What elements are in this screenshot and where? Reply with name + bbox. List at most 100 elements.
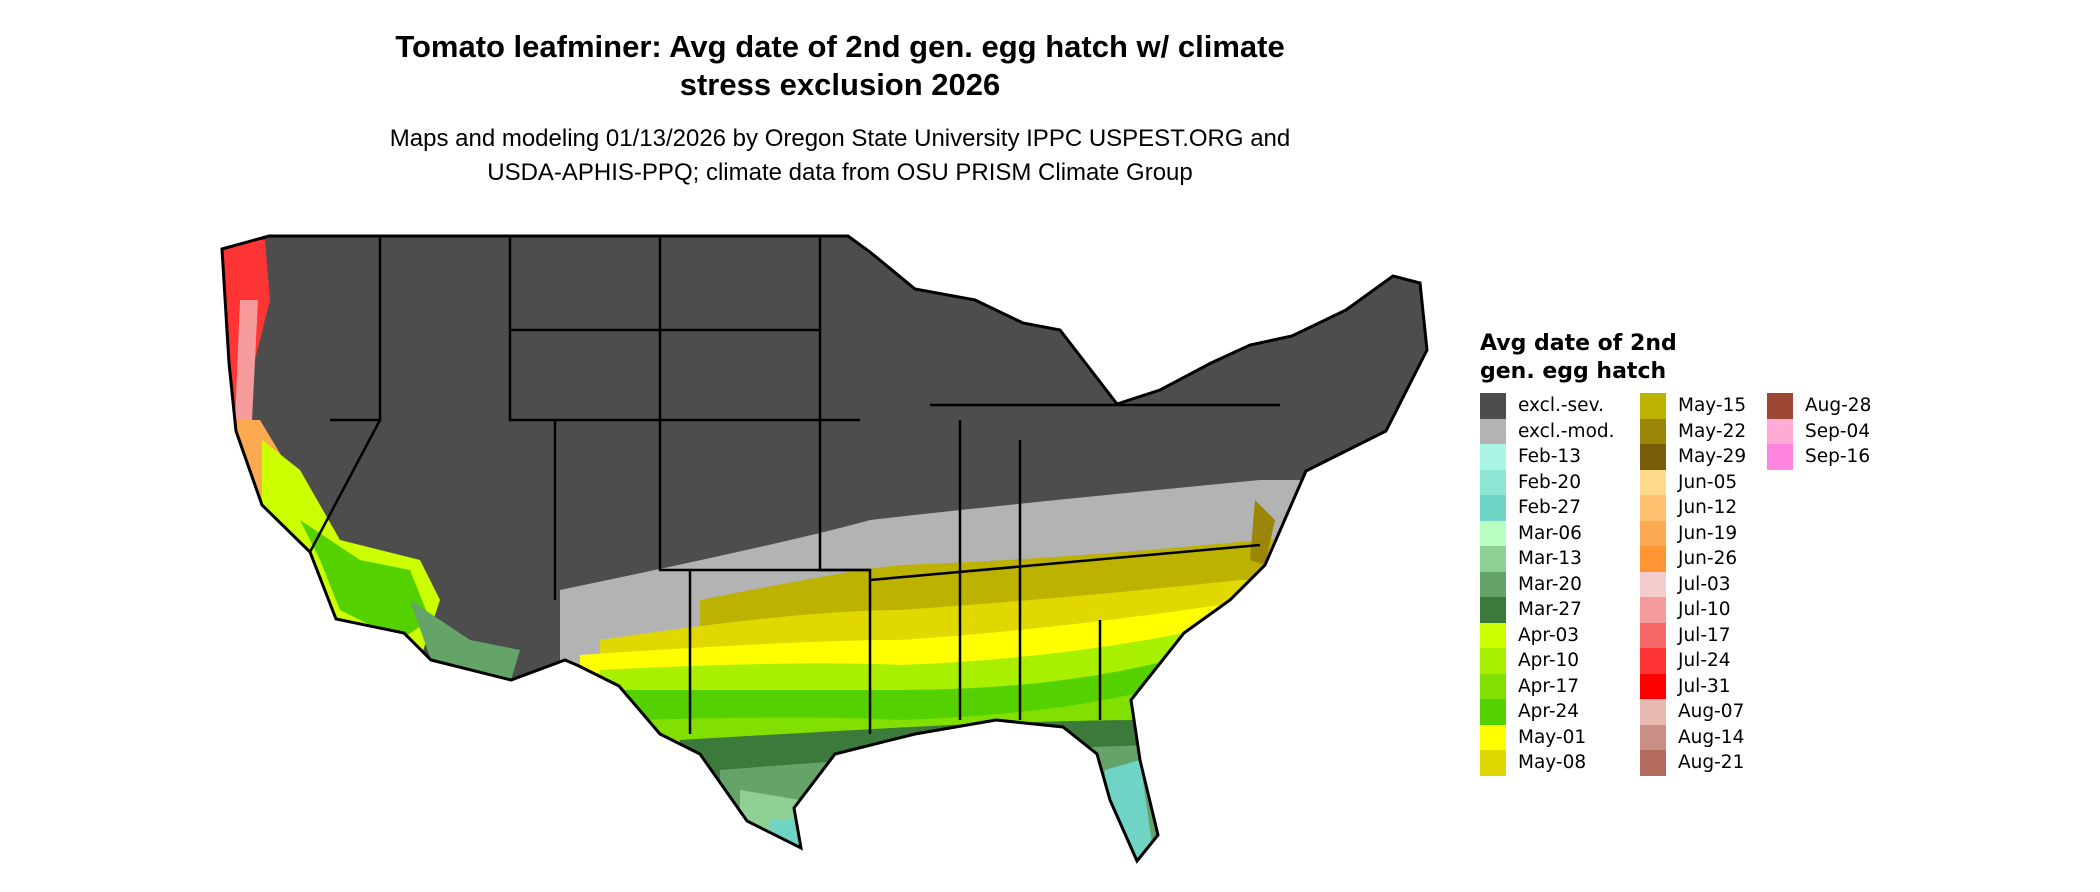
legend-swatch [1480, 673, 1506, 699]
legend-label: Jun-12 [1678, 497, 1738, 519]
legend-swatch [1480, 597, 1506, 623]
legend-swatch [1480, 622, 1506, 648]
legend-label: Jul-24 [1678, 650, 1731, 672]
legend: Avg date of 2nd gen. egg hatch excl.-sev… [1480, 330, 1871, 776]
legend-swatch [1480, 469, 1506, 495]
legend-swatch [1480, 393, 1506, 419]
legend-item: Mar-13 [1480, 546, 1582, 572]
legend-label: Jul-31 [1678, 675, 1731, 697]
legend-swatch [1480, 750, 1506, 776]
legend-item: Feb-13 [1480, 444, 1581, 470]
legend-label: May-15 [1678, 395, 1747, 417]
legend-item: Mar-27 [1480, 597, 1582, 623]
legend-swatch [1640, 648, 1666, 674]
legend-label: Feb-27 [1518, 497, 1581, 519]
legend-label: Jun-19 [1678, 522, 1738, 544]
legend-swatch [1480, 495, 1506, 521]
legend-item: Jul-24 [1640, 648, 1731, 674]
legend-label: Sep-16 [1805, 446, 1871, 468]
legend-swatch [1640, 546, 1666, 572]
legend-swatch [1480, 724, 1506, 750]
legend-label: Mar-06 [1518, 522, 1582, 544]
legend-label: Apr-24 [1518, 701, 1580, 723]
legend-swatch [1640, 724, 1666, 750]
legend-swatch [1767, 393, 1793, 419]
legend-item: May-08 [1480, 750, 1586, 776]
legend-item: Feb-20 [1480, 469, 1581, 495]
legend-item: Apr-10 [1480, 648, 1579, 674]
region-may-22-va [1250, 500, 1275, 565]
region-feb-27-tx [770, 820, 810, 861]
legend-label: Jul-10 [1678, 599, 1731, 621]
legend-item: Jun-26 [1640, 546, 1737, 572]
state-borders [308, 236, 1280, 734]
legend-swatch [1640, 393, 1666, 419]
legend-swatch [1480, 444, 1506, 470]
legend-item: Apr-24 [1480, 699, 1579, 725]
legend-swatch [1640, 520, 1666, 546]
legend-label: Feb-20 [1518, 471, 1581, 493]
legend-item: Jul-10 [1640, 597, 1731, 623]
legend-item: Jul-03 [1640, 571, 1731, 597]
legend-item: Sep-04 [1767, 418, 1871, 444]
legend-item: May-29 [1640, 444, 1746, 470]
subtitle-line-1: Maps and modeling 01/13/2026 by Oregon S… [389, 125, 1291, 152]
legend-label: May-29 [1678, 446, 1747, 468]
legend-label: Apr-17 [1518, 675, 1580, 697]
legend-swatch [1480, 520, 1506, 546]
legend-label: May-08 [1518, 752, 1587, 774]
title-line-1: Tomato leafminer: Avg date of 2nd gen. e… [395, 29, 1285, 64]
legend-item: Jun-19 [1640, 520, 1738, 546]
map-subtitle: Maps and modeling 01/13/2026 by Oregon S… [250, 122, 1430, 190]
legend-label: Aug-28 [1805, 395, 1872, 417]
region-mar-20-az [410, 600, 520, 680]
legend-item: Jun-12 [1640, 495, 1737, 521]
legend-swatch [1640, 622, 1666, 648]
legend-swatch [1640, 418, 1666, 444]
region-feb-27 [1100, 760, 1160, 861]
legend-swatch [1640, 699, 1666, 725]
legend-item: Apr-03 [1480, 622, 1579, 648]
legend-item: Mar-06 [1480, 520, 1582, 546]
legend-item: May-01 [1480, 724, 1587, 750]
legend-swatch [1640, 495, 1666, 521]
legend-label: Sep-04 [1805, 420, 1871, 442]
map-fill [222, 236, 1427, 861]
legend-swatch [1640, 673, 1666, 699]
legend-swatch [1640, 469, 1666, 495]
region-apr-24-ca [300, 520, 430, 640]
legend-swatch [1767, 444, 1793, 470]
legend-label: Jul-17 [1678, 624, 1731, 646]
legend-item: Jul-31 [1640, 673, 1731, 699]
legend-item: excl.-mod. [1480, 418, 1615, 444]
map-title: Tomato leafminer: Avg date of 2nd gen. e… [250, 28, 1430, 104]
legend-item: Aug-28 [1767, 393, 1871, 419]
legend-item: May-15 [1640, 393, 1746, 419]
legend-label: Aug-21 [1678, 752, 1745, 774]
region-jul-10 [235, 300, 258, 420]
legend-item: Aug-14 [1640, 724, 1745, 750]
legend-label: Aug-07 [1678, 701, 1745, 723]
legend-label: May-01 [1518, 726, 1587, 748]
legend-swatch [1640, 597, 1666, 623]
legend-label: Feb-13 [1518, 446, 1581, 468]
legend-label: Jul-03 [1678, 573, 1731, 595]
legend-title-line-1: Avg date of 2nd [1480, 331, 1677, 356]
legend-item: Feb-27 [1480, 495, 1581, 521]
legend-swatch [1640, 750, 1666, 776]
legend-item: Aug-07 [1640, 699, 1744, 725]
legend-label: Apr-10 [1518, 650, 1580, 672]
legend-label: May-22 [1678, 420, 1747, 442]
legend-swatch [1480, 648, 1506, 674]
legend-item: Sep-16 [1767, 444, 1870, 470]
legend-label: excl.-mod. [1518, 420, 1615, 442]
legend-label: Mar-27 [1518, 599, 1582, 621]
legend-item: Mar-20 [1480, 571, 1582, 597]
legend-title-line-2: gen. egg hatch [1480, 359, 1667, 384]
legend-item: excl.-sev. [1480, 393, 1604, 419]
legend-label: Mar-13 [1518, 548, 1582, 570]
legend-label: Jun-05 [1678, 471, 1738, 493]
legend-label: Aug-14 [1678, 726, 1745, 748]
legend-swatch [1480, 418, 1506, 444]
